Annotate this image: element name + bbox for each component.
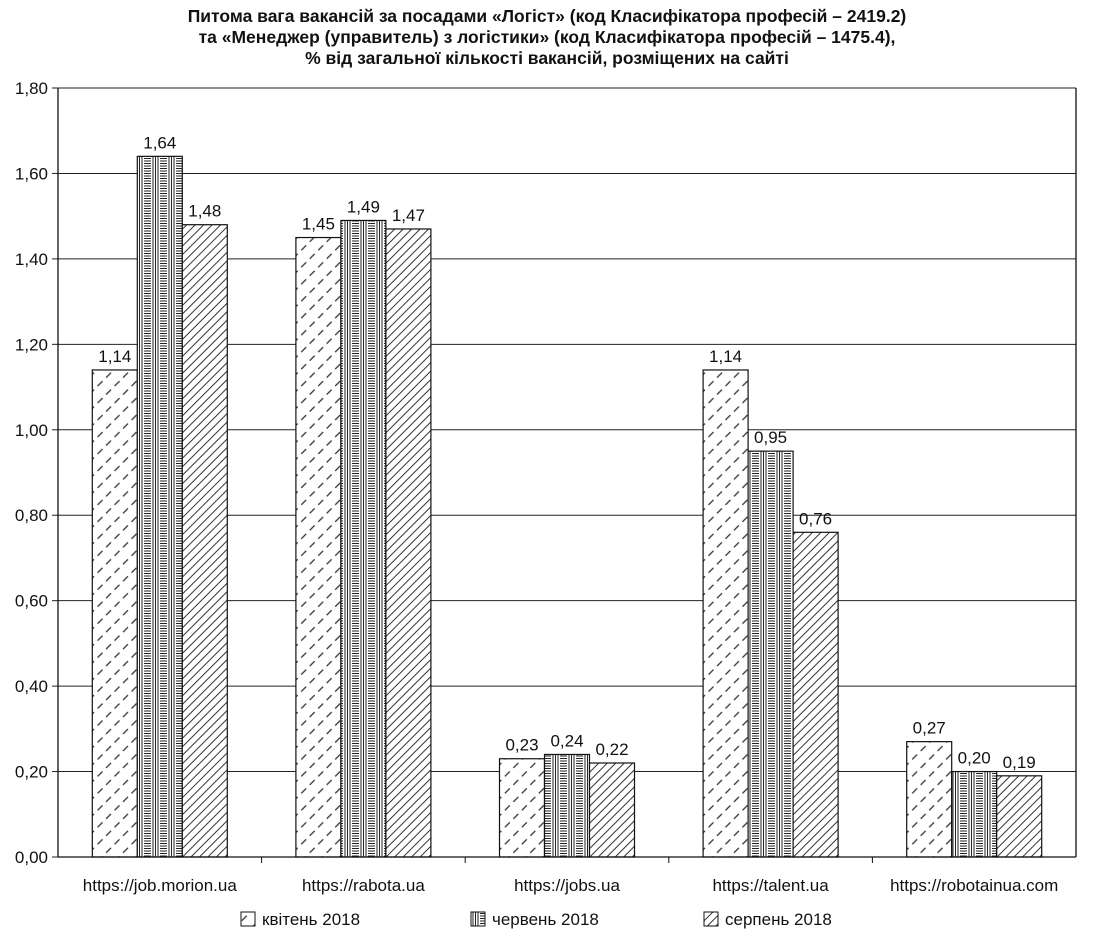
data-label: 0,95 <box>754 428 787 447</box>
data-label: 1,64 <box>143 133 176 152</box>
legend-label: квітень 2018 <box>262 910 360 929</box>
data-label: 0,19 <box>1003 753 1036 772</box>
data-label: 0,22 <box>595 740 628 759</box>
chart-title-line-3: % від загальної кількості вакансій, розм… <box>305 48 789 68</box>
data-label: 1,49 <box>347 197 380 216</box>
bars <box>91 155 1043 858</box>
legend-swatch <box>470 911 486 927</box>
legend-swatch <box>703 911 719 927</box>
bar <box>588 762 636 858</box>
bar <box>951 770 998 858</box>
bar <box>996 775 1043 858</box>
bar <box>91 369 138 858</box>
y-tick-label: 1,20 <box>15 335 48 354</box>
axes <box>57 88 1077 858</box>
bar <box>340 219 387 858</box>
bar <box>543 753 591 858</box>
x-tick-label: https://robotainua.com <box>890 876 1058 895</box>
chart-title-line-1: Питома вага вакансій за посадами «Логіст… <box>187 6 907 26</box>
y-tick-label: 0,00 <box>15 848 48 867</box>
y-tick-label: 1,00 <box>15 421 48 440</box>
legend: квітень 2018 червень 2018 серпень 2018 <box>240 910 832 929</box>
y-tick-label: 0,20 <box>15 763 48 782</box>
data-label: 0,27 <box>913 719 946 738</box>
data-label: 0,20 <box>958 749 991 768</box>
data-label: 0,24 <box>550 731 583 750</box>
bar <box>181 224 228 858</box>
y-tick-label: 1,80 <box>15 79 48 98</box>
y-tick-label: 0,80 <box>15 506 48 525</box>
data-label: 0,76 <box>799 509 832 528</box>
bar <box>295 236 342 858</box>
y-tick-label: 1,40 <box>15 250 48 269</box>
x-axis-ticks: https://job.morion.ua https://rabota.ua ht… <box>83 857 1058 895</box>
legend-label: серпень 2018 <box>725 910 832 929</box>
y-tick-label: 1,60 <box>15 164 48 183</box>
x-tick-label: https://job.morion.ua <box>83 876 238 895</box>
bar <box>792 531 839 858</box>
data-label: 0,23 <box>505 736 538 755</box>
y-axis-ticks: 0,00 0,20 0,40 0,60 0,80 1,00 1,20 1,40 1,60 1,80 <box>15 79 58 867</box>
legend-swatch <box>240 911 256 927</box>
bar <box>385 228 432 858</box>
chart-title-line-2: та «Менеджер (управитель) з логістики» (… <box>198 27 896 47</box>
data-label: 1,45 <box>302 215 335 234</box>
bar <box>747 450 794 858</box>
data-labels: 1,14 1,64 1,48 1,45 1,49 1,47 0,23 0,24 0,22 1,14… <box>98 133 1035 771</box>
bar <box>136 155 183 858</box>
x-tick-label: https://rabota.ua <box>302 876 425 895</box>
x-tick-label: https://talent.ua <box>712 876 829 895</box>
data-label: 1,14 <box>98 347 131 366</box>
x-tick-label: https://jobs.ua <box>514 876 620 895</box>
bar <box>906 741 953 858</box>
legend-label: червень 2018 <box>492 910 599 929</box>
bar <box>702 369 749 858</box>
y-tick-label: 0,40 <box>15 677 48 696</box>
y-tick-label: 0,60 <box>15 592 48 611</box>
data-label: 1,14 <box>709 347 742 366</box>
data-label: 1,48 <box>188 202 221 221</box>
bar <box>498 758 546 858</box>
data-label: 1,47 <box>392 206 425 225</box>
